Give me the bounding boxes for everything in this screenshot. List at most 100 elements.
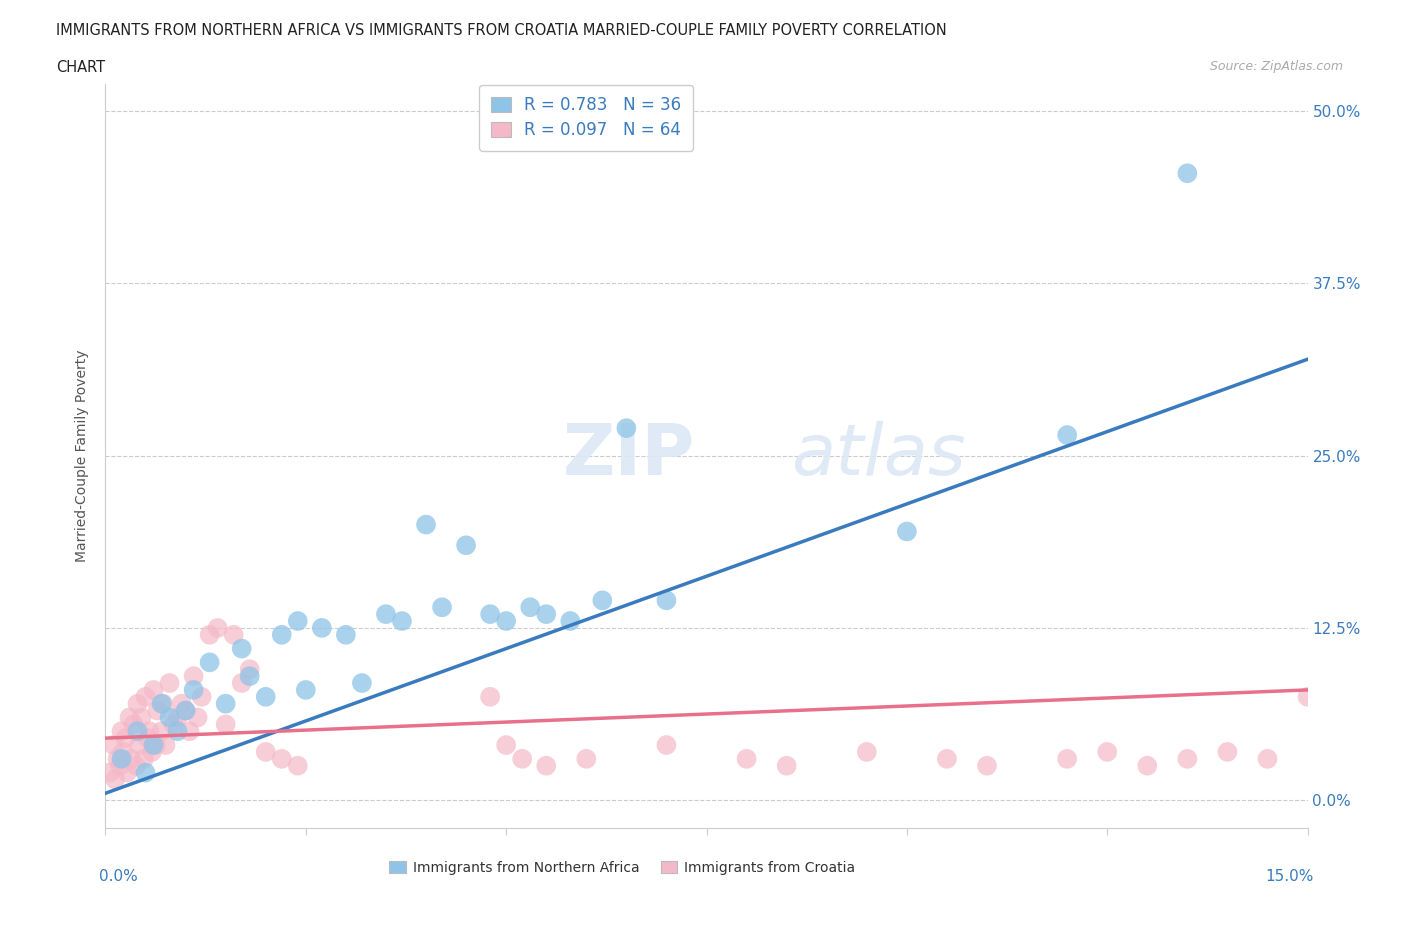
Point [1216,745,1239,760]
Point [311,620,333,635]
Point [141,745,163,760]
Text: 15.0%: 15.0% [1265,869,1313,883]
Point [1257,751,1279,766]
Point [391,614,413,629]
Text: Source: ZipAtlas.com: Source: ZipAtlas.com [1209,60,1343,73]
Point [110,724,132,738]
Point [374,606,398,621]
Point [136,731,159,746]
Point [335,628,357,643]
Point [127,697,149,711]
Text: 0.0%: 0.0% [100,869,138,883]
Point [936,751,959,766]
Point [560,614,582,629]
Point [122,717,145,732]
Point [131,710,153,724]
Point [128,737,150,752]
Point [1136,758,1159,773]
Point [1296,689,1319,704]
Point [112,745,135,760]
Point [159,710,181,724]
Point [456,538,478,552]
Point [295,683,318,698]
Point [534,606,557,621]
Point [495,737,517,752]
Point [1175,751,1198,766]
Point [127,724,149,738]
Point [187,710,209,724]
Point [118,710,141,724]
Point [222,628,245,643]
Point [1056,428,1078,443]
Point [159,675,181,690]
Point [1056,751,1078,766]
Point [776,758,799,773]
Point [1175,166,1198,180]
Legend: Immigrants from Northern Africa, Immigrants from Croatia: Immigrants from Northern Africa, Immigra… [384,856,860,881]
Point [239,662,262,677]
Point [855,745,877,760]
Point [138,724,160,738]
Point [174,703,197,718]
Point [735,751,758,766]
Point [103,737,125,752]
Point [287,758,309,773]
Point [145,737,167,752]
Point [254,689,277,704]
Point [110,751,132,766]
Point [976,758,998,773]
Point [415,517,437,532]
Point [287,614,309,629]
Point [166,710,188,724]
Point [575,751,598,766]
Text: IMMIGRANTS FROM NORTHERN AFRICA VS IMMIGRANTS FROM CROATIA MARRIED-COUPLE FAMILY: IMMIGRANTS FROM NORTHERN AFRICA VS IMMIG… [56,23,948,38]
Point [510,751,533,766]
Point [896,524,918,538]
Point [534,758,557,773]
Point [214,697,236,711]
Point [142,737,165,752]
Point [135,765,157,780]
Point [190,689,212,704]
Point [132,751,155,766]
Point [115,765,138,780]
Point [120,751,142,766]
Point [479,606,502,621]
Point [430,600,453,615]
Point [170,697,193,711]
Point [655,593,678,608]
Point [108,758,131,773]
Point [146,703,169,718]
Point [155,737,177,752]
Point [174,703,197,718]
Point [350,675,373,690]
Point [214,717,236,732]
Point [254,745,277,760]
Point [107,751,129,766]
Point [1337,751,1360,766]
Point [519,600,541,615]
Point [166,724,188,738]
Point [239,669,262,684]
Text: ZIP: ZIP [562,421,695,490]
Point [104,772,127,787]
Point [591,593,613,608]
Point [616,420,638,435]
Point [479,689,502,704]
Point [142,683,165,698]
Text: CHART: CHART [56,60,105,75]
Point [150,697,173,711]
Point [114,731,136,746]
Point [270,628,292,643]
Point [270,751,292,766]
Point [152,697,174,711]
Point [162,717,184,732]
Point [98,765,121,780]
Point [231,675,253,690]
Point [207,620,229,635]
Point [125,758,148,773]
Point [495,614,517,629]
Point [1097,745,1119,760]
Point [198,655,221,670]
Point [231,641,253,656]
